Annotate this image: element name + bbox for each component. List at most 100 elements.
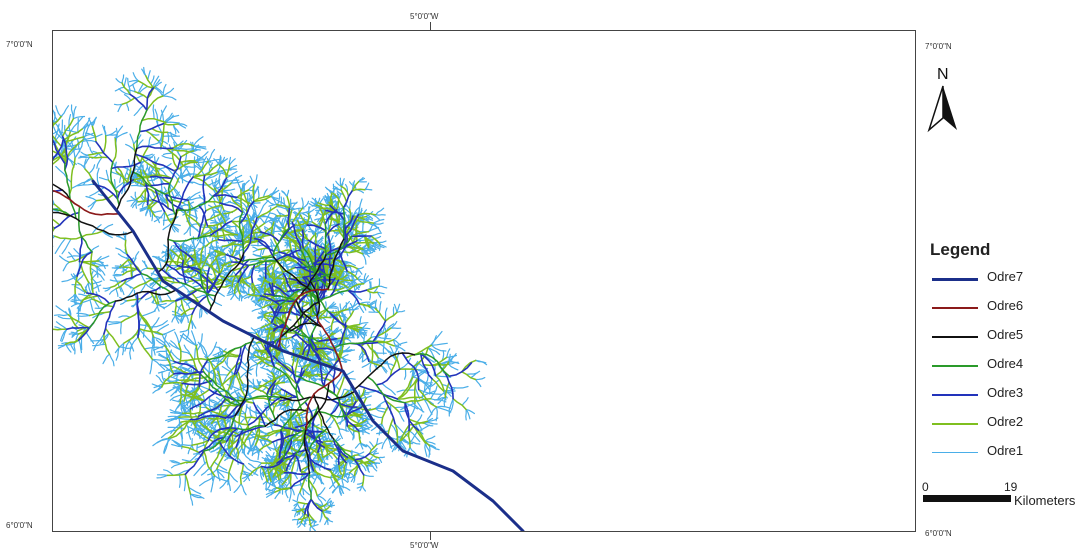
- stream-segment: [54, 237, 67, 254]
- stream-segment: [306, 212, 310, 226]
- stream-segment: [352, 206, 360, 217]
- stream-segment: [126, 89, 136, 93]
- stream-segment: [91, 343, 107, 347]
- stream-segment: [247, 267, 253, 279]
- stream-segment: [358, 389, 361, 398]
- stream-segment: [396, 396, 423, 400]
- stream-segment: [121, 82, 131, 96]
- stream-segment: [384, 307, 388, 322]
- stream-segment: [340, 178, 345, 187]
- stream-segment: [240, 189, 244, 214]
- stream-segment: [68, 157, 76, 196]
- stream-segment: [362, 253, 367, 265]
- stream-segment: [307, 237, 313, 250]
- stream-segment: [121, 342, 125, 356]
- stream-segment: [151, 199, 175, 212]
- stream-segment: [141, 310, 156, 317]
- stream-segment: [147, 194, 158, 208]
- stream-segment: [222, 350, 243, 357]
- stream-segment: [57, 315, 74, 320]
- stream-segment: [253, 195, 272, 203]
- stream-segment: [270, 487, 277, 496]
- stream-segment: [305, 373, 329, 377]
- stream-segment: [339, 177, 342, 187]
- river-network-map[interactable]: [53, 31, 915, 531]
- stream-segment: [389, 353, 397, 362]
- stream-segment: [426, 420, 438, 425]
- stream-segment: [225, 170, 238, 179]
- stream-segment: [214, 226, 219, 241]
- stream-segment: [266, 454, 277, 460]
- stream-segment: [155, 120, 164, 137]
- stream-segment: [196, 430, 214, 443]
- stream-segment: [377, 357, 388, 363]
- stream-segment: [338, 428, 349, 432]
- stream-segment: [329, 469, 340, 485]
- stream-segment: [342, 280, 352, 286]
- stream-segment: [158, 193, 167, 201]
- stream-segment: [90, 262, 109, 267]
- stream-segment: [155, 374, 165, 385]
- stream-segment: [265, 481, 268, 491]
- stream-segment: [332, 183, 335, 195]
- stream-segment: [278, 358, 293, 368]
- stream-segment: [384, 311, 398, 322]
- stream-segment: [181, 259, 187, 285]
- stream-segment: [137, 80, 155, 89]
- stream-segment: [384, 399, 400, 413]
- stream-segment: [346, 245, 363, 249]
- stream-segment: [373, 240, 387, 244]
- stream-segment: [151, 127, 169, 134]
- stream-segment: [381, 365, 388, 372]
- stream-segment: [260, 465, 269, 483]
- stream-segment: [87, 282, 92, 294]
- stream-segment: [358, 301, 371, 305]
- stream-segment: [475, 378, 482, 388]
- stream-segment: [341, 270, 350, 275]
- stream-segment: [103, 125, 107, 137]
- stream-segment: [66, 254, 88, 258]
- stream-segment: [278, 307, 288, 311]
- stream-segment: [128, 79, 140, 83]
- stream-segment: [266, 326, 272, 344]
- stream-segment: [310, 524, 319, 527]
- stream-segment: [134, 153, 175, 172]
- stream-segment: [358, 176, 364, 183]
- map-frame[interactable]: [52, 30, 916, 532]
- stream-segment: [214, 249, 227, 256]
- stream-segment: [133, 104, 145, 117]
- stream-segment: [162, 95, 177, 101]
- stream-segment: [314, 226, 319, 234]
- stream-segment: [96, 156, 103, 169]
- stream-segment: [352, 224, 358, 244]
- stream-segment: [224, 455, 231, 462]
- stream-segment: [399, 357, 412, 370]
- stream-segment: [326, 503, 333, 508]
- stream-segment: [285, 335, 290, 344]
- stream-segment: [125, 143, 136, 152]
- stream-segment: [311, 336, 322, 340]
- stream-segment: [153, 383, 165, 389]
- stream-segment: [298, 210, 309, 214]
- stream-segment: [260, 311, 266, 318]
- stream-segment: [290, 399, 296, 411]
- stream-segment: [337, 249, 348, 272]
- stream-segment: [88, 152, 105, 156]
- stream-segment: [296, 219, 304, 231]
- stream-segment: [448, 398, 454, 415]
- stream-segment: [67, 293, 76, 301]
- stream-segment: [199, 421, 216, 433]
- stream-segment: [263, 311, 275, 316]
- stream-segment: [327, 301, 335, 309]
- stream-segment: [348, 265, 353, 273]
- stream-segment: [316, 495, 324, 506]
- stream-segment: [57, 343, 67, 347]
- stream-segment: [132, 251, 140, 265]
- stream-segment: [141, 118, 167, 124]
- stream-segment: [300, 412, 304, 423]
- stream-segment: [177, 123, 187, 129]
- stream-segment: [279, 418, 290, 426]
- stream-segment: [243, 227, 256, 240]
- stream-segment: [297, 262, 317, 274]
- stream-segment: [236, 189, 250, 199]
